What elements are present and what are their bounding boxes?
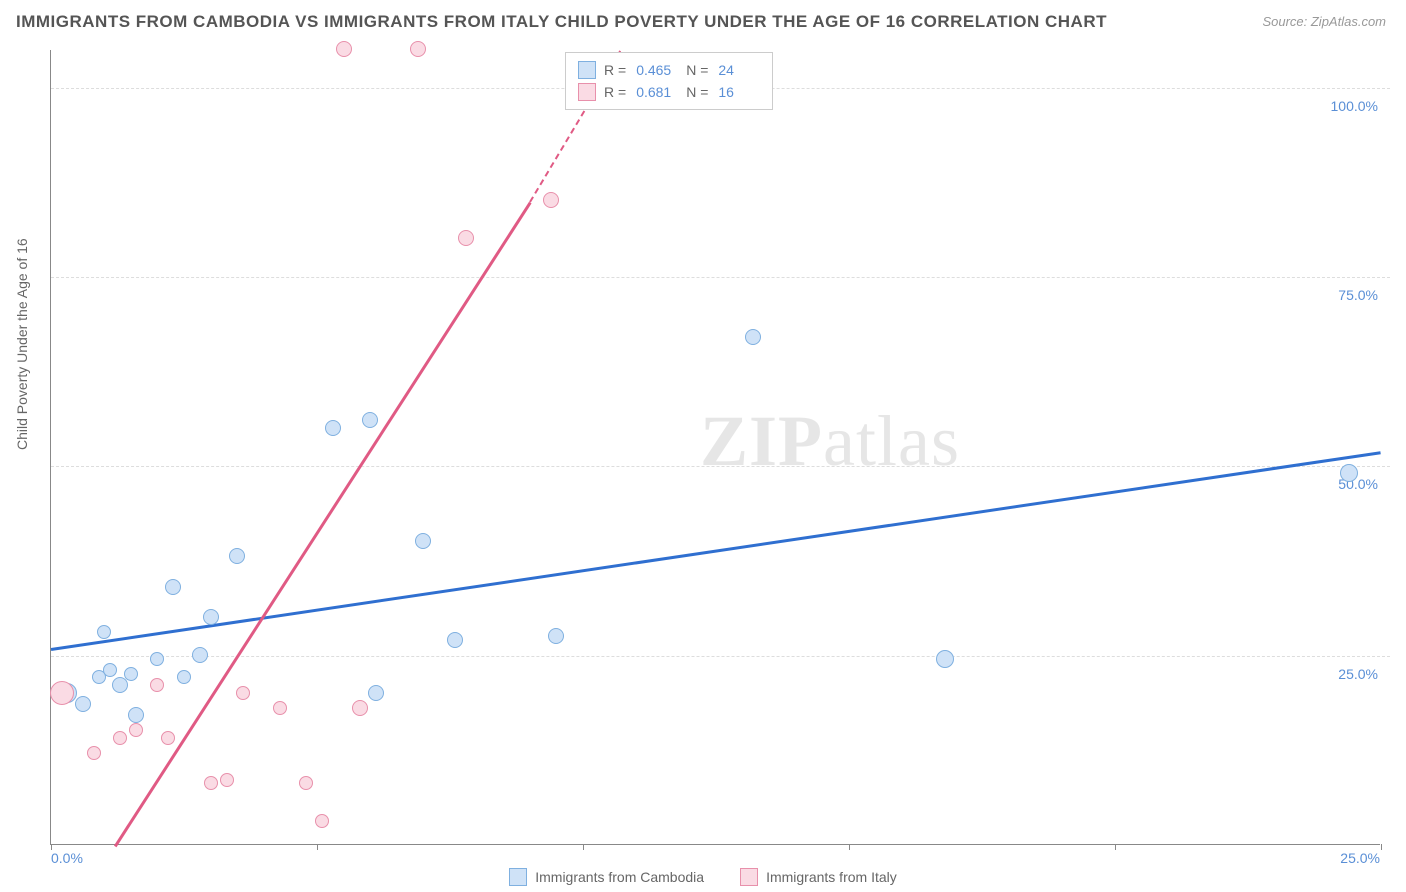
gridline	[51, 277, 1390, 278]
data-point	[315, 814, 329, 828]
data-point	[150, 678, 164, 692]
data-point	[50, 681, 74, 705]
r-value-italy: 0.681	[636, 81, 678, 103]
data-point	[177, 670, 191, 684]
y-tick-label: 25.0%	[1334, 666, 1382, 682]
data-point	[124, 667, 138, 681]
data-point	[113, 731, 127, 745]
data-point	[299, 776, 313, 790]
data-point	[273, 701, 287, 715]
data-point	[165, 579, 181, 595]
x-tick-label: 25.0%	[1340, 850, 1380, 866]
legend-swatch-cambodia	[578, 61, 596, 79]
r-label: R =	[604, 59, 626, 81]
y-axis-label: Child Poverty Under the Age of 16	[14, 238, 30, 450]
data-point	[97, 625, 111, 639]
y-tick-label: 100.0%	[1327, 98, 1382, 114]
data-point	[236, 686, 250, 700]
y-tick-label: 75.0%	[1334, 287, 1382, 303]
data-point	[447, 632, 463, 648]
legend-stats-box: R = 0.465 N = 24 R = 0.681 N = 16	[565, 52, 773, 110]
data-point	[75, 696, 91, 712]
trendline	[51, 451, 1381, 650]
x-tick	[583, 844, 584, 850]
data-point	[325, 420, 341, 436]
legend-stats-row: R = 0.681 N = 16	[578, 81, 760, 103]
data-point	[368, 685, 384, 701]
data-point	[129, 723, 143, 737]
data-point	[204, 776, 218, 790]
legend-swatch-italy	[740, 868, 758, 886]
data-point	[229, 548, 245, 564]
gridline	[51, 466, 1390, 467]
data-point	[336, 41, 352, 57]
n-value-cambodia: 24	[718, 59, 760, 81]
x-tick	[1115, 844, 1116, 850]
data-point	[87, 746, 101, 760]
data-point	[150, 652, 164, 666]
x-tick	[1381, 844, 1382, 850]
chart-title: IMMIGRANTS FROM CAMBODIA VS IMMIGRANTS F…	[16, 12, 1107, 32]
trendline	[114, 202, 531, 847]
data-point	[161, 731, 175, 745]
data-point	[192, 647, 208, 663]
data-point	[745, 329, 761, 345]
gridline	[51, 656, 1390, 657]
x-tick-label: 0.0%	[51, 850, 83, 866]
data-point	[1340, 464, 1358, 482]
legend-item: Immigrants from Cambodia	[509, 868, 704, 886]
x-tick	[317, 844, 318, 850]
data-point	[415, 533, 431, 549]
legend-item: Immigrants from Italy	[740, 868, 897, 886]
data-point	[112, 677, 128, 693]
data-point	[220, 773, 234, 787]
data-point	[128, 707, 144, 723]
data-point	[548, 628, 564, 644]
n-label: N =	[686, 81, 708, 103]
data-point	[103, 663, 117, 677]
data-point	[458, 230, 474, 246]
r-value-cambodia: 0.465	[636, 59, 678, 81]
source-attribution: Source: ZipAtlas.com	[1262, 14, 1386, 29]
legend-label-cambodia: Immigrants from Cambodia	[535, 869, 704, 885]
n-value-italy: 16	[718, 81, 760, 103]
data-point	[362, 412, 378, 428]
legend-swatch-cambodia	[509, 868, 527, 886]
r-label: R =	[604, 81, 626, 103]
data-point	[203, 609, 219, 625]
data-point	[410, 41, 426, 57]
x-tick	[849, 844, 850, 850]
data-point	[936, 650, 954, 668]
legend-label-italy: Immigrants from Italy	[766, 869, 897, 885]
data-point	[352, 700, 368, 716]
legend-series: Immigrants from Cambodia Immigrants from…	[0, 868, 1406, 886]
n-label: N =	[686, 59, 708, 81]
scatter-plot-area: 25.0%50.0%75.0%100.0%0.0%25.0%	[50, 50, 1380, 845]
legend-stats-row: R = 0.465 N = 24	[578, 59, 760, 81]
data-point	[543, 192, 559, 208]
legend-swatch-italy	[578, 83, 596, 101]
